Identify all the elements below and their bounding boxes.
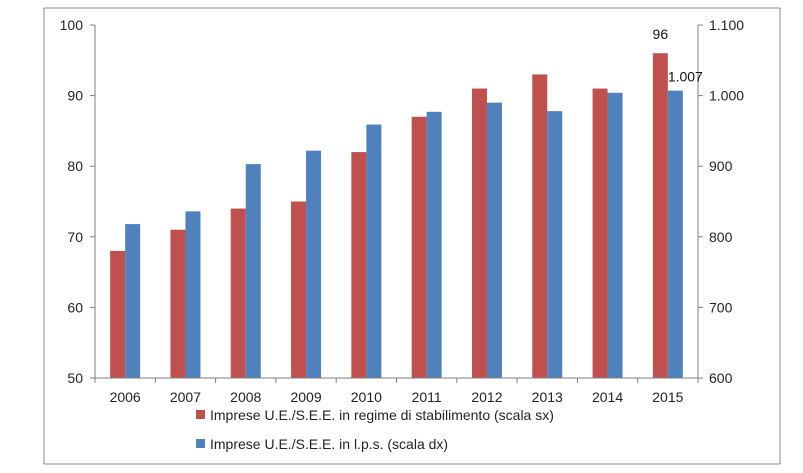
bar-lps	[306, 150, 322, 378]
y-right-tick-label: 800	[709, 229, 733, 245]
y-left-tick-label: 60	[67, 299, 83, 315]
axes-group: 50 60 70 80 90 100 600 700 800 900 1.000 1.100 2006 2…	[60, 17, 745, 405]
bar-lps	[125, 224, 141, 378]
y-left-tick-label: 100	[60, 17, 84, 33]
y-right-tick-label: 1.000	[709, 88, 744, 104]
y-left-tick-label: 50	[67, 370, 83, 386]
x-tick-label: 2013	[532, 389, 563, 405]
y-right-tick-label: 700	[709, 299, 733, 315]
bar-stabilimento	[110, 250, 126, 378]
labels-group: 96 1.007	[653, 26, 704, 84]
bar-stabilimento	[351, 152, 367, 378]
y-right-tick-label: 1.100	[709, 17, 744, 33]
bar-stabilimento	[170, 229, 186, 378]
bar-lps	[547, 111, 563, 378]
chart-frame	[43, 7, 781, 465]
y-right-tick-label: 600	[709, 370, 733, 386]
x-tick-label: 2009	[290, 389, 321, 405]
y-right-tick-label: 900	[709, 158, 733, 174]
bar-lps	[245, 164, 261, 378]
bar-stabilimento	[471, 88, 487, 378]
x-tick-label: 2006	[110, 389, 141, 405]
legend-swatch	[196, 439, 205, 448]
bar-lps	[185, 211, 201, 378]
bar-stabilimento	[411, 116, 427, 378]
x-tick-label: 2012	[471, 389, 502, 405]
bars-group	[110, 53, 683, 379]
data-label: 96	[653, 26, 669, 42]
bar-stabilimento	[592, 88, 608, 378]
y-left-tick-label: 80	[67, 158, 83, 174]
legend-label: Imprese U.E./S.E.E. in l.p.s. (scala dx)	[210, 436, 448, 452]
x-tick-label: 2007	[170, 389, 201, 405]
bar-stabilimento	[652, 53, 668, 379]
bar-lps	[667, 90, 683, 379]
x-tick-label: 2008	[230, 389, 261, 405]
bar-stabilimento	[291, 201, 307, 378]
x-tick-label: 2010	[351, 389, 382, 405]
legend: Imprese U.E./S.E.E. in regime di stabili…	[196, 407, 554, 452]
bar-lps	[607, 92, 623, 378]
y-left-tick-label: 90	[67, 88, 83, 104]
y-left-tick-label: 70	[67, 229, 83, 245]
x-tick-label: 2014	[592, 389, 623, 405]
bar-lps	[366, 124, 382, 379]
x-tick-label: 2015	[652, 389, 683, 405]
bar-lps	[426, 111, 442, 378]
bar-stabilimento	[230, 208, 246, 378]
x-tick-label: 2011	[412, 389, 442, 405]
bar-lps	[486, 102, 502, 378]
legend-swatch	[196, 410, 205, 419]
data-label: 1.007	[668, 69, 703, 85]
bar-stabilimento	[532, 74, 548, 379]
legend-label: Imprese U.E./S.E.E. in regime di stabili…	[210, 407, 554, 423]
